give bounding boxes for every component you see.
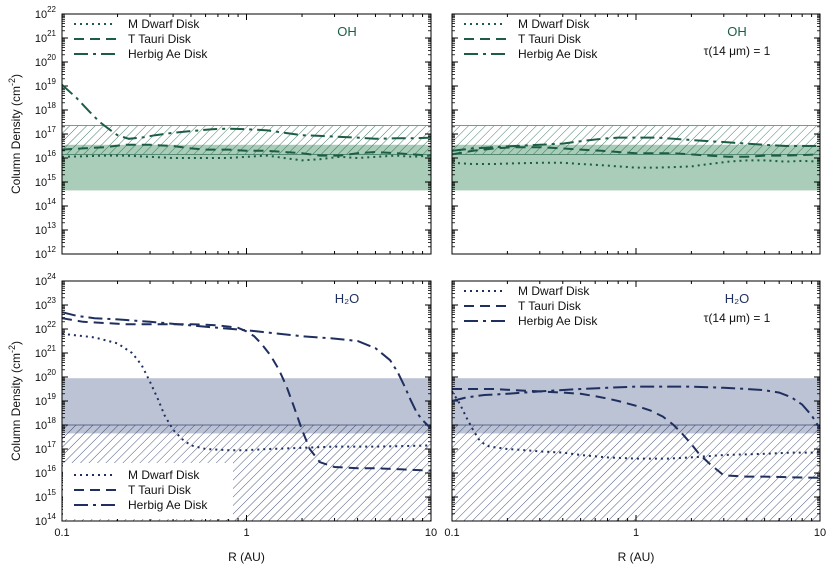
series-line-dash [61,317,432,472]
y-tick-label: 1020 [35,368,57,384]
legend-label: Herbig Ae Disk [518,47,598,61]
y-tick-label: 1018 [35,101,57,117]
legend-label: M Dwarf Disk [128,17,200,31]
y-tick-label: 1016 [35,464,57,480]
series-line-dashdot [451,136,820,152]
legend-label: T Tauri Disk [518,299,582,313]
x-tick-label: 10 [814,527,826,539]
series-line-dot [61,154,432,162]
y-tick-label: 1014 [35,197,57,213]
y-axis-title: Column Density (cm-2) [7,341,23,461]
y-axis-title: Column Density (cm-2) [7,74,23,194]
y-tick-label: 1021 [35,344,57,360]
legend-label: Herbig Ae Disk [128,47,208,61]
series-line-dashdot [61,311,432,430]
plot-frame [61,280,432,522]
species-label: H₂O [725,291,750,306]
axis-ticks [451,280,821,522]
plot-frame [451,280,821,522]
x-tick-label: 0.1 [444,527,459,539]
legend-label: T Tauri Disk [518,32,582,46]
y-tick-label: 1016 [35,149,57,165]
species-label: H₂O [335,291,360,306]
legend-label: M Dwarf Disk [518,17,590,31]
hatched-range-band [61,125,432,155]
x-tick-label: 1 [243,527,249,539]
legend-label: M Dwarf Disk [518,284,590,298]
y-tick-label: 1012 [35,245,57,261]
legend-label: Herbig Ae Disk [128,498,208,512]
legend-label: T Tauri Disk [128,32,192,46]
x-axis-title: R (AU) [228,550,265,564]
series-line-dot [61,332,432,452]
plot-frame [61,13,432,255]
y-tick-label: 1015 [35,173,57,189]
x-axis-title: R (AU) [618,550,655,564]
y-tick-label: 1017 [35,440,57,456]
y-tick-label: 1019 [35,77,57,93]
y-tick-label: 1023 [35,296,57,312]
y-tick-label: 1022 [35,5,57,21]
y-tick-label: 1020 [35,53,57,69]
legend-label: Herbig Ae Disk [518,314,598,328]
y-tick-label: 1018 [35,416,57,432]
y-tick-label: 1021 [35,29,57,45]
series-line-dot [451,159,821,169]
species-label: OH [337,24,357,39]
hatched-range-band [451,125,821,155]
y-tick-label: 1019 [35,392,57,408]
panel-bottom-left: 1014 1015 1016 1017 1018 1019 1020 1021 1022 1023… [7,272,437,564]
legend-label: T Tauri Disk [128,483,192,497]
x-tick-label: 1 [633,527,639,539]
series-line-dash [451,146,821,158]
hatched-range-band [451,424,821,522]
observed-range-band [62,378,431,434]
y-tick-label: 1013 [35,221,57,237]
optical-depth-note: τ(14 μm) = 1 [704,311,771,325]
y-tick-label: 1024 [35,272,57,288]
y-tick-label: 1022 [35,320,57,336]
x-tick-label: 10 [425,527,437,539]
series-line-dash [61,143,432,157]
series-line-dashdot [61,84,432,140]
y-tick-label: 1015 [35,488,57,504]
y-tick-label: 1017 [35,125,57,141]
series-line-dashdot [451,385,821,430]
plot-frame [451,13,821,255]
series-line-dash [452,388,821,479]
legend-label: M Dwarf Disk [128,468,200,482]
x-tick-label: 0.1 [54,527,69,539]
panel-top-left: 1012 1013 1014 1015 1016 1017 1018 1019 1020 1021… [7,5,432,261]
y-tick-label: 1014 [35,512,57,528]
optical-depth-note: τ(14 μm) = 1 [704,44,771,58]
species-label: OH [727,24,747,39]
